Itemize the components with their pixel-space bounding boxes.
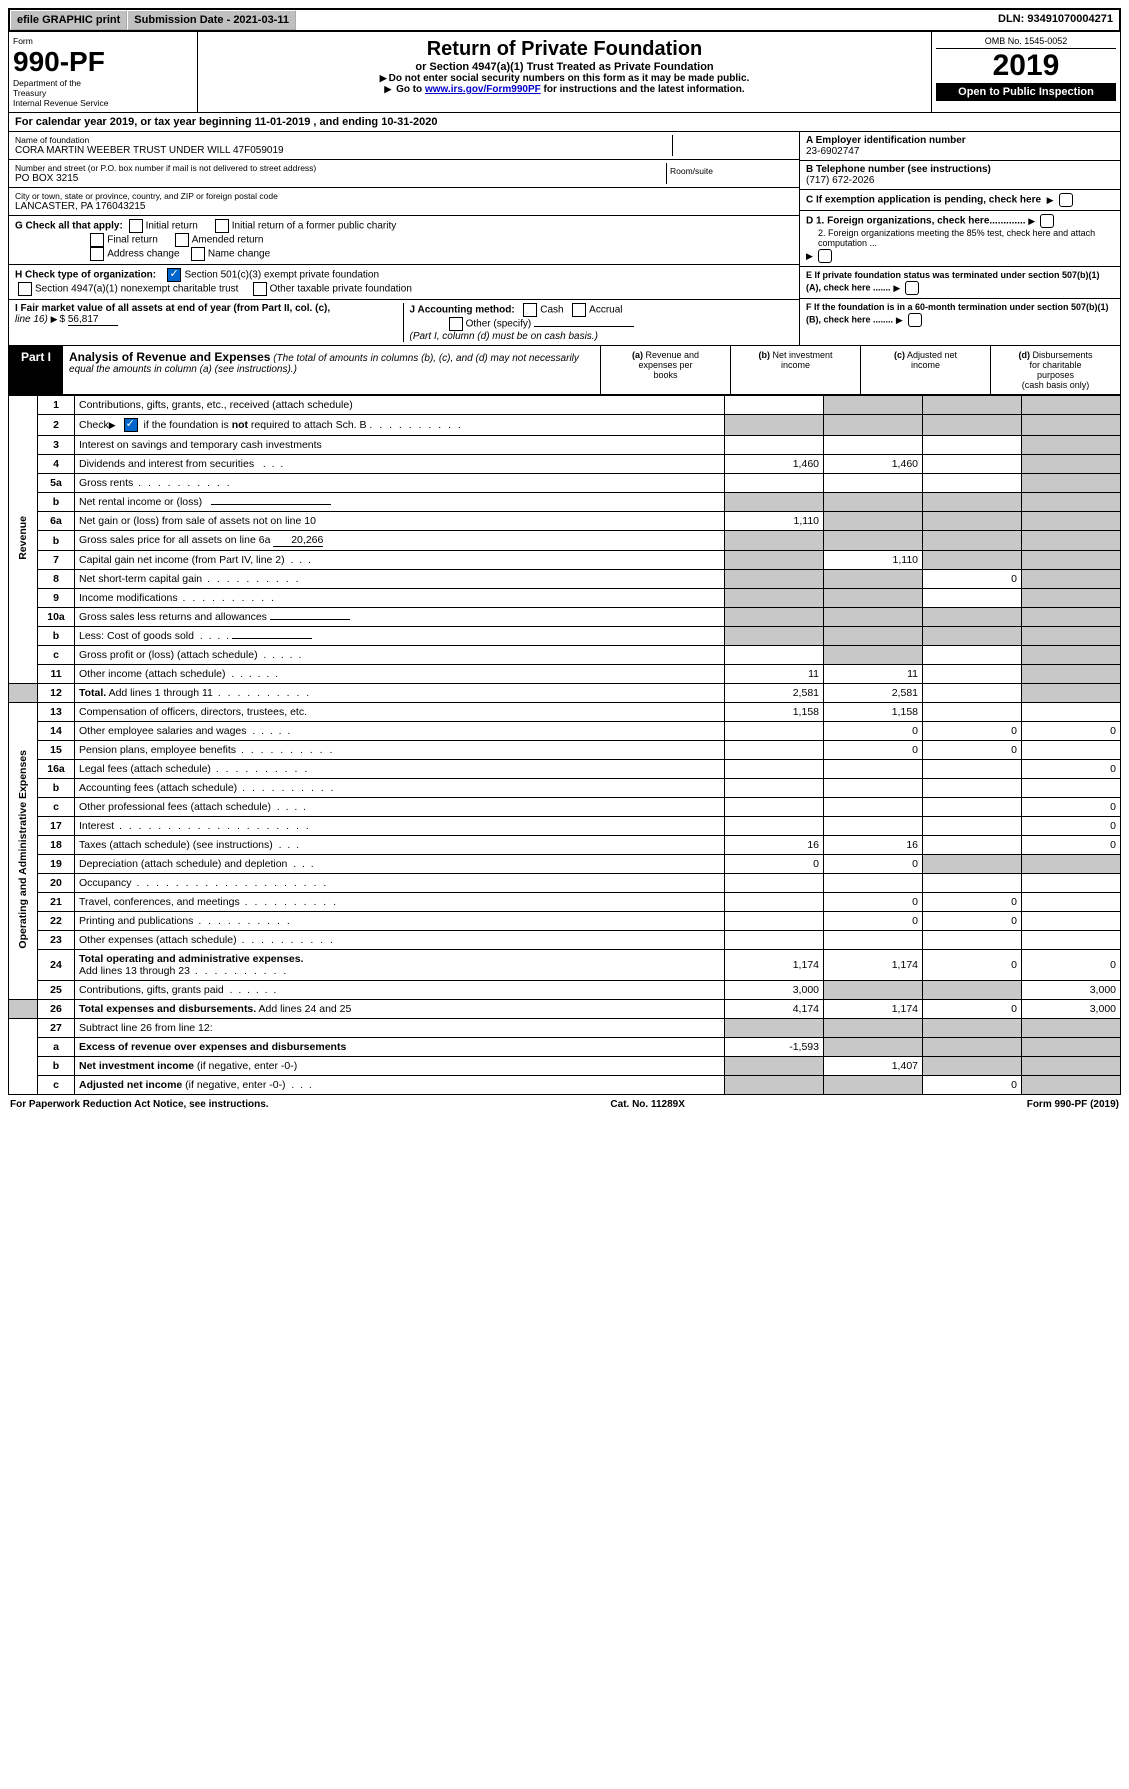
g-row: G Check all that apply: Initial return I…	[9, 216, 799, 265]
top-bar: efile GRAPHIC print Submission Date - 20…	[8, 8, 1121, 32]
f-label: F If the foundation is in a 60-month ter…	[806, 302, 1109, 325]
foundation-name: CORA MARTIN WEEBER TRUST UNDER WILL 47F0…	[15, 145, 672, 156]
addr-label: Number and street (or P.O. box number if…	[15, 163, 666, 173]
calendar-year-row: For calendar year 2019, or tax year begi…	[8, 113, 1121, 132]
foundation-addr: PO BOX 3215	[15, 173, 666, 184]
form-subtitle: or Section 4947(a)(1) Trust Treated as P…	[204, 61, 925, 73]
chk-e[interactable]	[905, 281, 919, 295]
i-label: I Fair market value of all assets at end…	[15, 303, 330, 314]
chk-initial-former[interactable]	[215, 219, 229, 233]
chk-address-change[interactable]	[90, 247, 104, 261]
form-word: Form	[13, 36, 193, 46]
foundation-city: LANCASTER, PA 176043215	[15, 201, 793, 212]
chk-name-change[interactable]	[191, 247, 205, 261]
d1-label: D 1. Foreign organizations, check here..…	[806, 216, 1026, 227]
chk-4947[interactable]	[18, 282, 32, 296]
part1-tab: Part I	[9, 346, 63, 394]
dept-line2: Treasury	[13, 88, 193, 98]
col-c-head: (c) Adjusted netincome	[860, 346, 990, 394]
r6b-val: 20,266	[273, 534, 323, 547]
chk-initial-return[interactable]	[129, 219, 143, 233]
form-year-block: OMB No. 1545-0052 2019 Open to Public In…	[932, 32, 1120, 112]
chk-cash[interactable]	[523, 303, 537, 317]
chk-schb[interactable]	[124, 418, 138, 432]
form-note1: Do not enter social security numbers on …	[204, 73, 925, 84]
form-number: 990-PF	[13, 46, 193, 78]
efile-print-button[interactable]: efile GRAPHIC print	[10, 10, 127, 30]
col-b-head: (b) Net investmentincome	[730, 346, 860, 394]
chk-other-method[interactable]	[449, 317, 463, 331]
chk-other-taxable[interactable]	[253, 282, 267, 296]
city-label: City or town, state or province, country…	[15, 191, 793, 201]
form-header: Form 990-PF Department of the Treasury I…	[8, 32, 1121, 113]
submission-date-button[interactable]: Submission Date - 2021-03-11	[127, 10, 296, 30]
note2-pre: Go to	[396, 84, 425, 95]
h-row: H Check type of organization: Section 50…	[9, 265, 799, 300]
form-link[interactable]: www.irs.gov/Form990PF	[425, 84, 541, 95]
part1-header: Part I Analysis of Revenue and Expenses …	[8, 346, 1121, 395]
form-id-block: Form 990-PF Department of the Treasury I…	[9, 32, 197, 112]
dln-label: DLN: 93491070004271	[992, 10, 1119, 30]
open-public-badge: Open to Public Inspection	[936, 83, 1116, 101]
footer-mid: Cat. No. 11289X	[610, 1099, 684, 1110]
j-note: (Part I, column (d) must be on cash basi…	[410, 331, 598, 342]
c-label: C If exemption application is pending, c…	[806, 195, 1041, 206]
footer-left: For Paperwork Reduction Act Notice, see …	[10, 1099, 269, 1110]
chk-accrual[interactable]	[572, 303, 586, 317]
ein-label: A Employer identification number	[806, 135, 966, 146]
note2-post: for instructions and the latest informat…	[544, 84, 745, 95]
chk-501c3[interactable]	[167, 268, 181, 282]
chk-amended[interactable]	[175, 233, 189, 247]
dept-line3: Internal Revenue Service	[13, 98, 193, 108]
name-label: Name of foundation	[15, 135, 672, 145]
d2-label: 2. Foreign organizations meeting the 85%…	[806, 228, 1114, 248]
tax-year: 2019	[936, 49, 1116, 83]
omb-number: OMB No. 1545-0052	[936, 36, 1116, 49]
j-label: J Accounting method:	[410, 305, 515, 316]
ein-value: 23-6902747	[806, 146, 859, 157]
chk-final-return[interactable]	[90, 233, 104, 247]
chk-d2[interactable]	[818, 249, 832, 263]
col-d-head: (d) Disbursementsfor charitablepurposes(…	[990, 346, 1120, 394]
g-label: G Check all that apply:	[15, 221, 123, 232]
chk-c[interactable]	[1059, 193, 1073, 207]
part1-title-block: Analysis of Revenue and Expenses (The to…	[63, 346, 600, 394]
e-label: E If private foundation status was termi…	[806, 270, 1100, 293]
revenue-side-label: Revenue	[9, 396, 38, 684]
footer-right: Form 990-PF (2019)	[1027, 1099, 1119, 1110]
part1-title: Analysis of Revenue and Expenses	[69, 350, 270, 364]
phone-label: B Telephone number (see instructions)	[806, 164, 991, 175]
chk-d1[interactable]	[1040, 214, 1054, 228]
h-label: H Check type of organization:	[15, 270, 156, 281]
form-title-block: Return of Private Foundation or Section …	[197, 32, 932, 112]
i-value: 56,817	[68, 314, 118, 326]
page-footer: For Paperwork Reduction Act Notice, see …	[8, 1095, 1121, 1114]
form-title: Return of Private Foundation	[204, 38, 925, 61]
room-label: Room/suite	[667, 163, 793, 184]
part1-table: Revenue 1Contributions, gifts, grants, e…	[8, 395, 1121, 1095]
phone-value: (717) 672-2026	[806, 175, 874, 186]
ij-row: I Fair market value of all assets at end…	[9, 300, 799, 345]
dept-line1: Department of the	[13, 78, 193, 88]
entity-info: Name of foundation CORA MARTIN WEEBER TR…	[8, 132, 1121, 346]
form-note2: Go to www.irs.gov/Form990PF for instruct…	[204, 84, 925, 95]
i-line: line 16)	[15, 314, 48, 325]
chk-f[interactable]	[908, 313, 922, 327]
expenses-side-label: Operating and Administrative Expenses	[9, 703, 38, 1000]
col-a-head: (a) (a) Revenue and expenses per booksRe…	[600, 346, 730, 394]
